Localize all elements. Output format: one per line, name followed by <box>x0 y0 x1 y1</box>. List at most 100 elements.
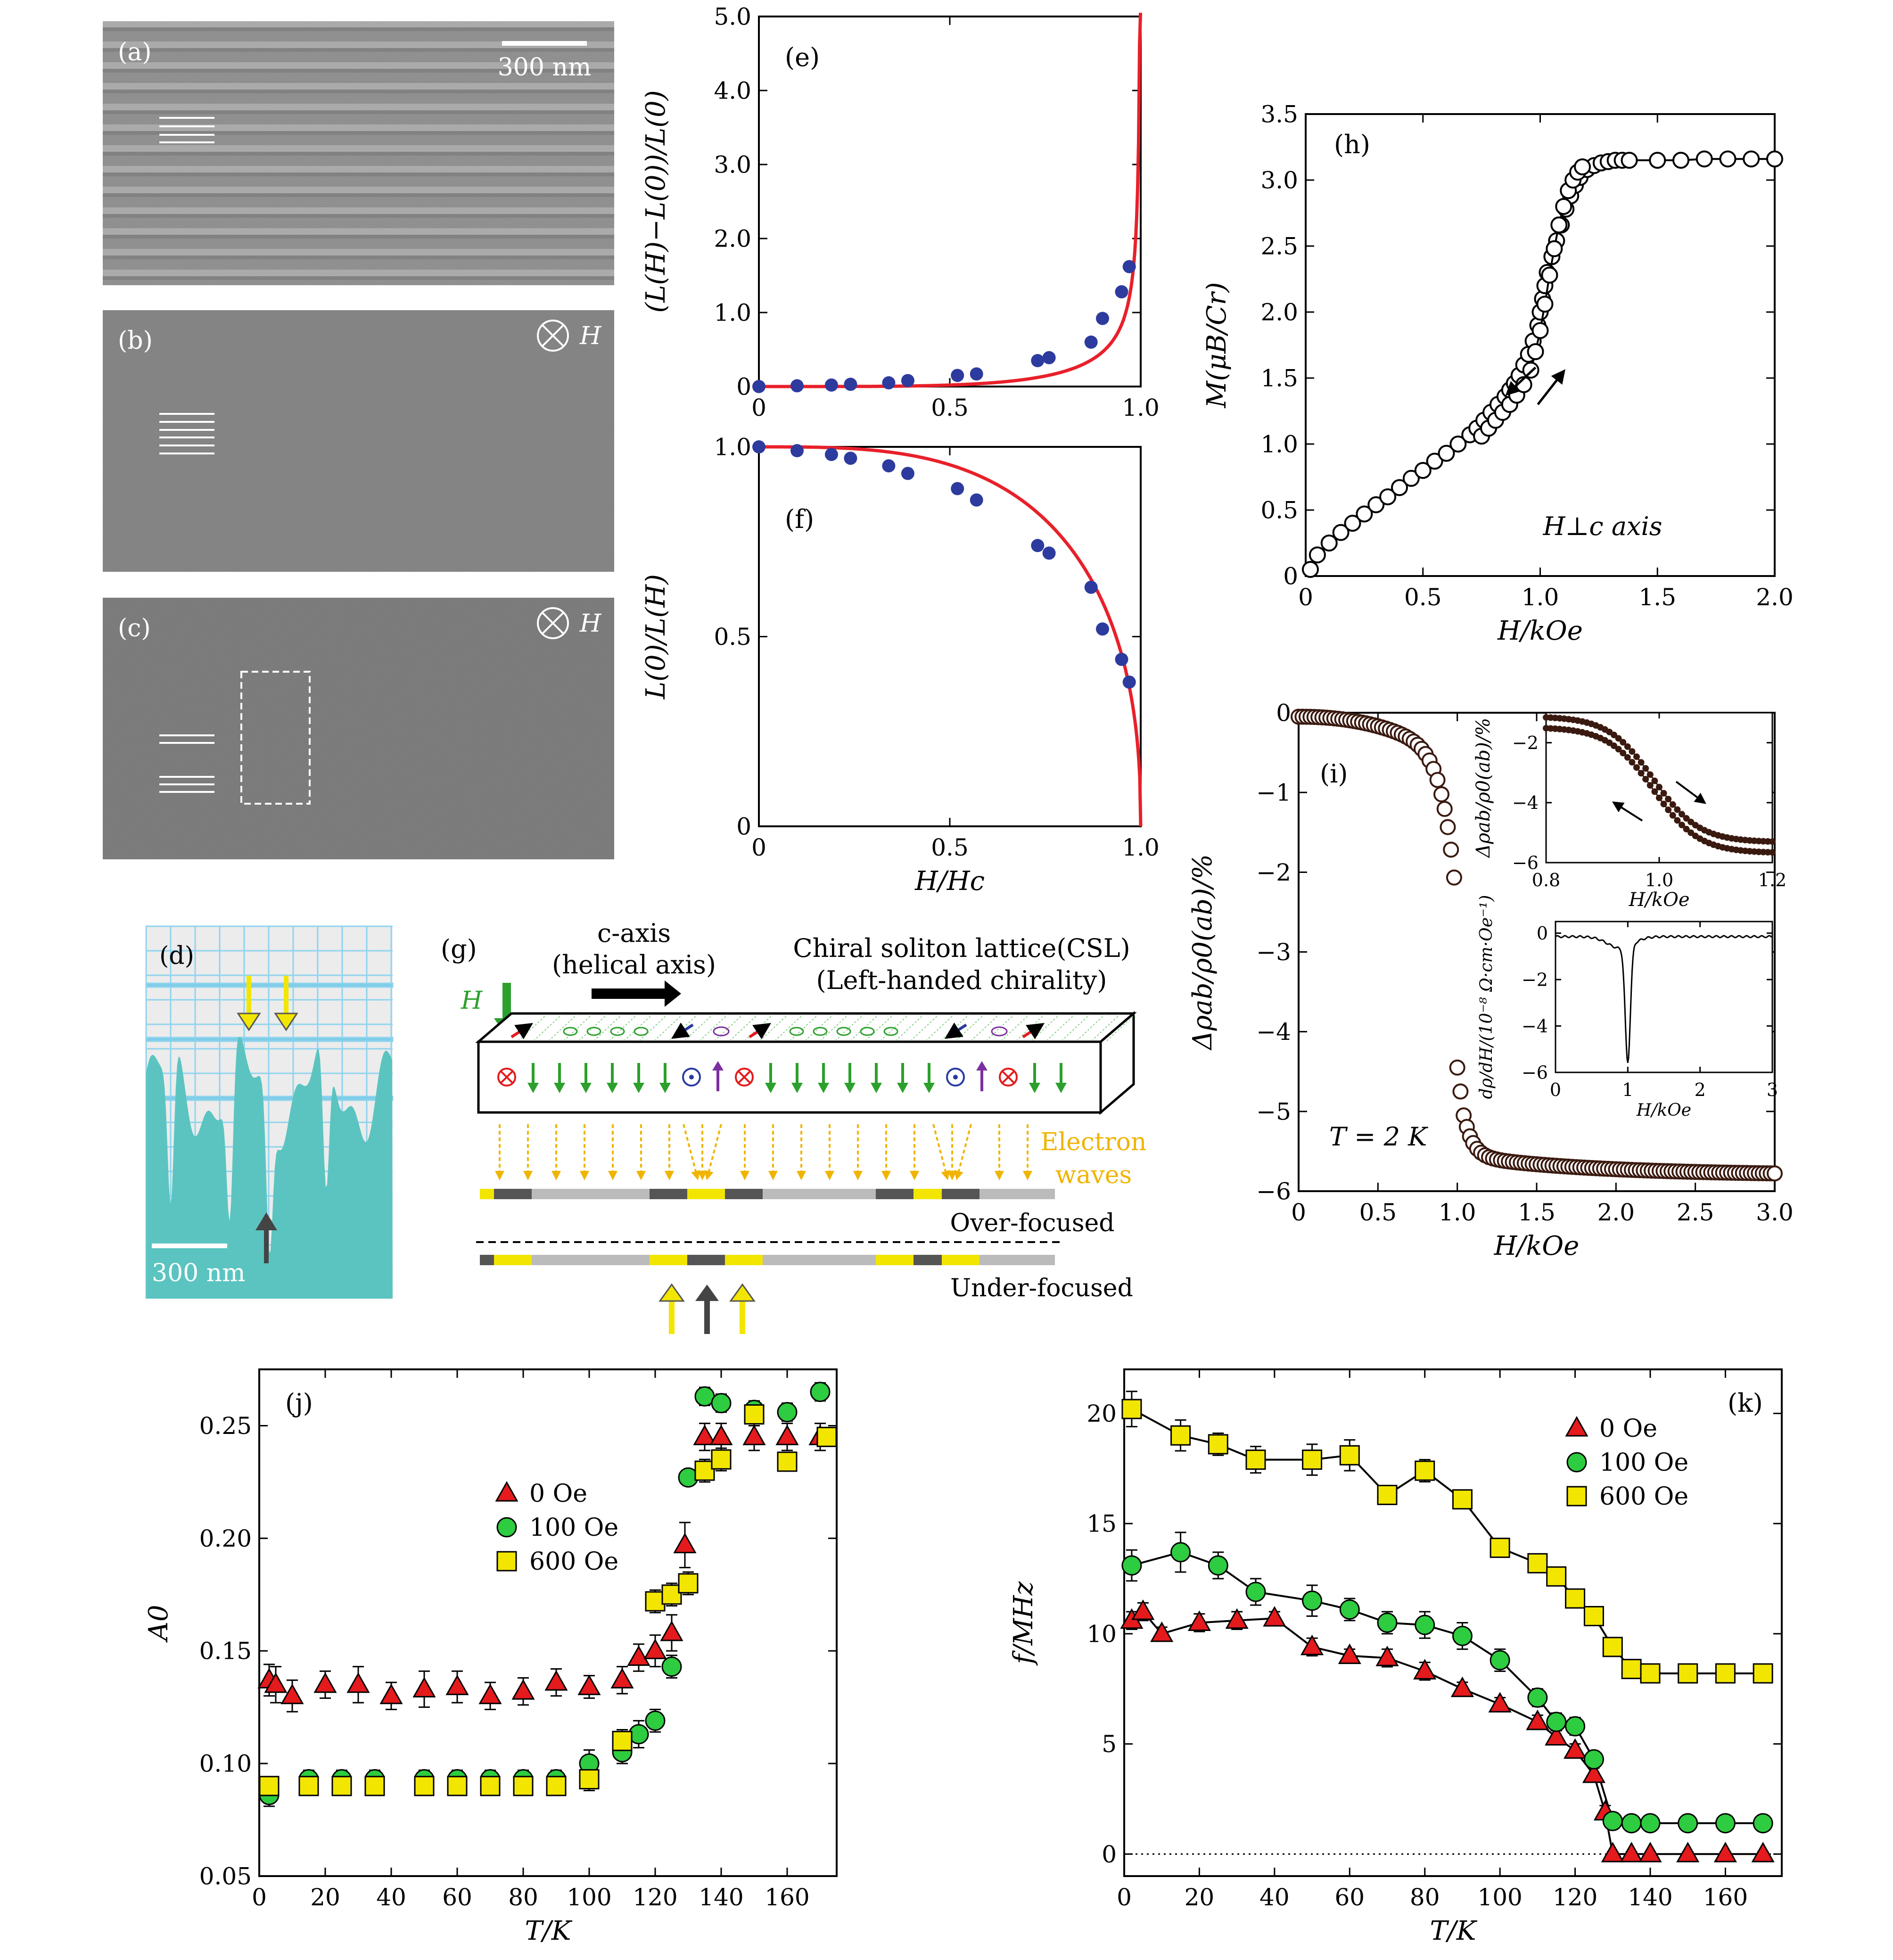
y-tick-label: 0.10 <box>199 1750 252 1778</box>
triangle-marker <box>742 1425 766 1445</box>
triangle-marker <box>1601 1842 1624 1862</box>
x-tick-label: 0 <box>1117 1884 1132 1911</box>
inset-point <box>1656 794 1663 801</box>
square-marker <box>1546 1566 1567 1587</box>
csl-title-2: (Left-handed chirality) <box>816 965 1107 995</box>
data-point <box>752 440 765 453</box>
square-marker <box>645 1591 666 1612</box>
circle-marker <box>1566 1452 1587 1473</box>
x-tick-label: 1.0 <box>1439 1199 1476 1226</box>
inset-point <box>1638 770 1645 777</box>
black-arrow-d <box>255 1212 277 1263</box>
magnetization-point <box>1527 343 1544 360</box>
y-tick-label: −6 <box>1256 1178 1291 1205</box>
x-tick-label: 100 <box>1477 1884 1522 1911</box>
inset-bg <box>1556 922 1772 1072</box>
circle-marker <box>777 1402 798 1423</box>
inset-point <box>1665 796 1672 803</box>
wave-arrow <box>932 1124 950 1180</box>
circle-marker <box>1715 1813 1736 1834</box>
y-tick-label: −1 <box>1256 779 1291 807</box>
x-tick-label: 140 <box>1628 1884 1672 1911</box>
magnetization-point <box>1332 524 1350 541</box>
data-point <box>901 374 914 387</box>
data-point <box>1115 652 1128 666</box>
y-axis-label: M(μB/Cr) <box>1202 282 1232 408</box>
y-axis-label: A0 <box>143 1605 174 1643</box>
circle-marker <box>661 1656 682 1677</box>
square-marker <box>1566 1486 1587 1507</box>
data-point <box>1042 351 1056 364</box>
y-tick-label: 4.0 <box>714 77 751 105</box>
sweep-down-arrow <box>1505 366 1537 396</box>
triangle-marker <box>1713 1842 1737 1862</box>
slab-hatch <box>1031 1014 1060 1041</box>
data-point <box>1096 312 1109 325</box>
triangle-marker <box>544 1670 568 1691</box>
triangle-marker <box>1620 1842 1643 1862</box>
slab-hatch <box>654 1014 683 1041</box>
y-axis-label: (L(H)−L(0))/L(0) <box>641 90 671 313</box>
triangle-marker <box>379 1683 403 1705</box>
circle-marker <box>1490 1650 1510 1671</box>
over-focused-segment <box>494 1189 532 1199</box>
square-marker <box>259 1776 280 1796</box>
magnetization-point <box>1301 561 1319 578</box>
data-point <box>1115 285 1128 299</box>
circle-marker <box>1121 1555 1142 1576</box>
magnetization-point <box>1309 546 1326 564</box>
slab-hatch <box>699 1014 728 1041</box>
square-marker <box>447 1776 468 1796</box>
square-marker <box>1602 1637 1623 1657</box>
stripe-markers-c <box>159 734 214 793</box>
inset-point <box>1615 746 1622 753</box>
inset-point <box>1629 748 1636 755</box>
slab-hatch <box>729 1014 758 1041</box>
slab-hatch <box>759 1014 789 1041</box>
axis-title-1: c-axis <box>597 918 671 948</box>
x-axis-label: H/kOe <box>1636 1101 1691 1120</box>
y-tick-label: −2 <box>1512 733 1539 753</box>
under-focused-segment <box>979 1255 1055 1265</box>
spin-in-icon <box>860 1027 875 1036</box>
data-point <box>1031 354 1045 368</box>
legend-label: 100 Oe <box>529 1514 618 1542</box>
y-tick-label: −4 <box>1522 1016 1548 1037</box>
y-tick-label: −6 <box>1512 852 1539 873</box>
panel-a: (a) 300 nm <box>103 21 614 285</box>
inset-point <box>1651 788 1658 795</box>
square-marker <box>1753 1663 1773 1684</box>
data-point <box>970 367 983 381</box>
y-tick-label: 5 <box>1102 1730 1117 1758</box>
fit-line <box>1131 1610 1763 1855</box>
selection-box <box>240 671 311 805</box>
square-marker <box>1452 1489 1473 1510</box>
square-marker <box>1490 1538 1510 1558</box>
x-tick-label: 3 <box>1767 1079 1778 1100</box>
field-label-c: H <box>579 609 602 638</box>
spin-arrow <box>944 1022 967 1039</box>
triangle-marker <box>1150 1621 1174 1642</box>
y-tick-label: 0 <box>1276 700 1291 727</box>
over-focused-segment <box>725 1189 763 1199</box>
inset-point <box>1679 811 1685 818</box>
magnetization-point <box>1555 198 1572 215</box>
triangle-marker <box>610 1668 634 1688</box>
triangle-marker <box>643 1639 667 1659</box>
circle-marker <box>1678 1813 1698 1834</box>
triangle-marker <box>1564 1738 1587 1759</box>
panel-label-g: (g) <box>441 934 477 964</box>
magnetization-point <box>1621 152 1638 169</box>
over-focused-segment <box>763 1189 876 1199</box>
triangle-marker <box>1565 1416 1588 1437</box>
over-focused-segment <box>876 1189 914 1199</box>
square-marker <box>1208 1434 1228 1455</box>
triangle-marker <box>673 1532 697 1554</box>
y-tick-label: 2.5 <box>1260 233 1298 260</box>
y-axis-label: Δρab/ρ0(ab)/% <box>1473 718 1494 858</box>
y-tick-label: −6 <box>1522 1062 1548 1083</box>
square-marker <box>364 1776 385 1796</box>
scalebar-label-d: 300 nm <box>152 1259 246 1287</box>
magnetization-point <box>1672 152 1689 169</box>
magnetization-point <box>1438 445 1455 462</box>
